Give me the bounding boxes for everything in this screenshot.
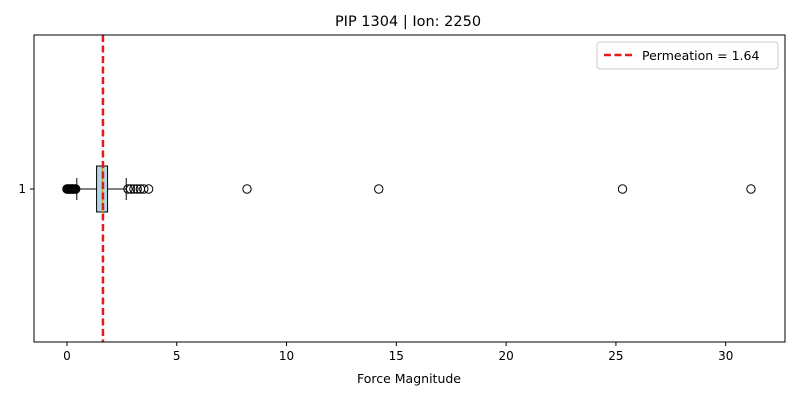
- outlier-point: [71, 184, 81, 194]
- x-tick-label: 15: [389, 349, 404, 363]
- x-tick-label: 25: [608, 349, 623, 363]
- legend: Permeation = 1.64: [596, 41, 779, 70]
- chart-title: PIP 1304 | Ion: 2250: [335, 14, 481, 30]
- x-axis-ticks: 0 5 10 15 20 25 30: [63, 342, 733, 363]
- outlier-point: [617, 184, 628, 194]
- outlier-point: [123, 184, 133, 194]
- outlier-point: [746, 184, 756, 194]
- x-axis-label: Force Magnitude: [357, 371, 461, 386]
- outlier-point: [132, 184, 142, 194]
- outlier-point: [129, 184, 139, 194]
- legend-frame: [596, 41, 779, 70]
- outlier-point: [242, 184, 252, 194]
- outlier-point: [125, 184, 136, 194]
- x-tick-label: 30: [718, 349, 733, 363]
- outlier-point: [374, 184, 384, 194]
- x-tick-label: 10: [279, 349, 294, 363]
- y-axis-ticks: 1: [18, 182, 34, 196]
- x-tick-label: 5: [173, 349, 181, 363]
- plot-frame: [33, 34, 786, 343]
- y-tick-label: 1: [18, 182, 26, 196]
- outlier-point: [143, 184, 154, 194]
- x-tick-label: 20: [498, 349, 513, 363]
- legend-entry: Permeation = 1.64: [642, 48, 759, 63]
- outlier-point: [139, 184, 149, 194]
- x-tick-label: 0: [63, 349, 71, 363]
- plot-area: [62, 35, 756, 342]
